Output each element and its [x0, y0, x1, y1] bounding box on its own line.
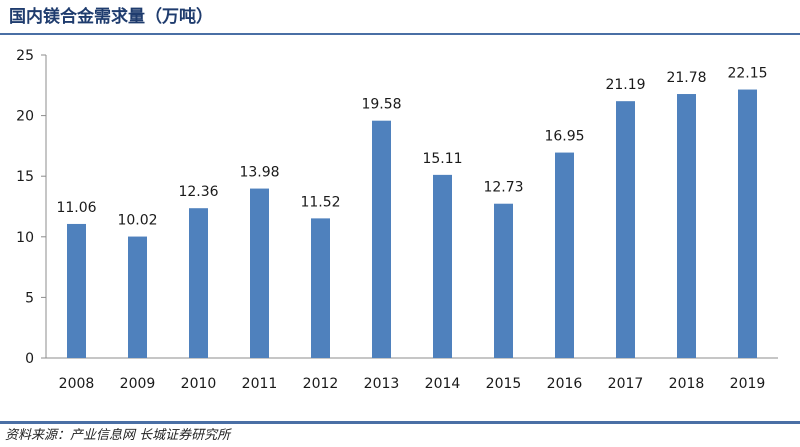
- x-tick-label-2013: 2013: [364, 376, 400, 392]
- bar-2019: [738, 89, 757, 359]
- x-tick-label-2012: 2012: [303, 376, 339, 392]
- data-labels: 11.06 10.02 12.36 13.98 11.52 19.58 15.11 12.73…: [56, 66, 767, 229]
- y-tick-label: 15: [16, 169, 34, 185]
- y-axis: 0 5 10 15 20 25: [16, 48, 47, 367]
- data-label-2016: 16.95: [544, 129, 584, 145]
- data-label-2012: 11.52: [300, 194, 340, 210]
- bar-2012: [311, 218, 330, 358]
- x-tick-label-2017: 2017: [608, 376, 644, 392]
- x-tick-label-2009: 2009: [120, 376, 156, 392]
- x-tick-label-2019: 2019: [730, 376, 766, 392]
- bar-2009: [128, 236, 147, 358]
- x-axis: 2008 2009 2010 2011 2012 2013 2014 2015 2016 2017…: [46, 357, 778, 392]
- y-tick-label: 10: [16, 230, 34, 246]
- data-label-2015: 12.73: [483, 180, 523, 196]
- x-tick-label-2015: 2015: [486, 376, 522, 392]
- data-label-2009: 10.02: [117, 213, 157, 229]
- x-tick-label-2016: 2016: [547, 376, 583, 392]
- bars: [67, 89, 757, 359]
- bar-2011: [250, 188, 269, 358]
- data-label-2019: 22.15: [727, 66, 767, 82]
- data-label-2018: 21.78: [666, 70, 706, 86]
- data-label-2013: 19.58: [361, 97, 401, 113]
- bar-2016: [555, 152, 574, 358]
- bar-2017: [616, 101, 635, 359]
- bar-2010: [189, 208, 208, 358]
- x-tick-label-2008: 2008: [59, 376, 95, 392]
- source-note: 资料来源：产业信息网 长城证券研究所: [5, 428, 231, 443]
- bar-2014: [433, 174, 452, 358]
- y-tick-label: 20: [16, 109, 34, 125]
- chart-title: 国内镁合金需求量（万吨）: [9, 7, 213, 27]
- data-label-2011: 13.98: [239, 165, 279, 181]
- bar-2015: [494, 203, 513, 358]
- bottom-divider: [0, 421, 800, 424]
- top-divider: [0, 33, 800, 35]
- bar-2008: [67, 223, 86, 358]
- bar-2013: [372, 120, 391, 358]
- x-tick-label-2014: 2014: [425, 376, 461, 392]
- data-label-2010: 12.36: [178, 184, 218, 200]
- data-label-2017: 21.19: [605, 77, 645, 93]
- y-tick-label: 5: [25, 290, 34, 306]
- data-label-2008: 11.06: [56, 200, 96, 216]
- y-tick-label: 25: [16, 48, 34, 64]
- x-tick-label-2010: 2010: [181, 376, 217, 392]
- y-tick-label: 0: [25, 351, 34, 367]
- x-tick-label-2011: 2011: [242, 376, 278, 392]
- x-tick-label-2018: 2018: [669, 376, 705, 392]
- data-label-2014: 15.11: [422, 151, 462, 167]
- bar-2018: [677, 94, 696, 358]
